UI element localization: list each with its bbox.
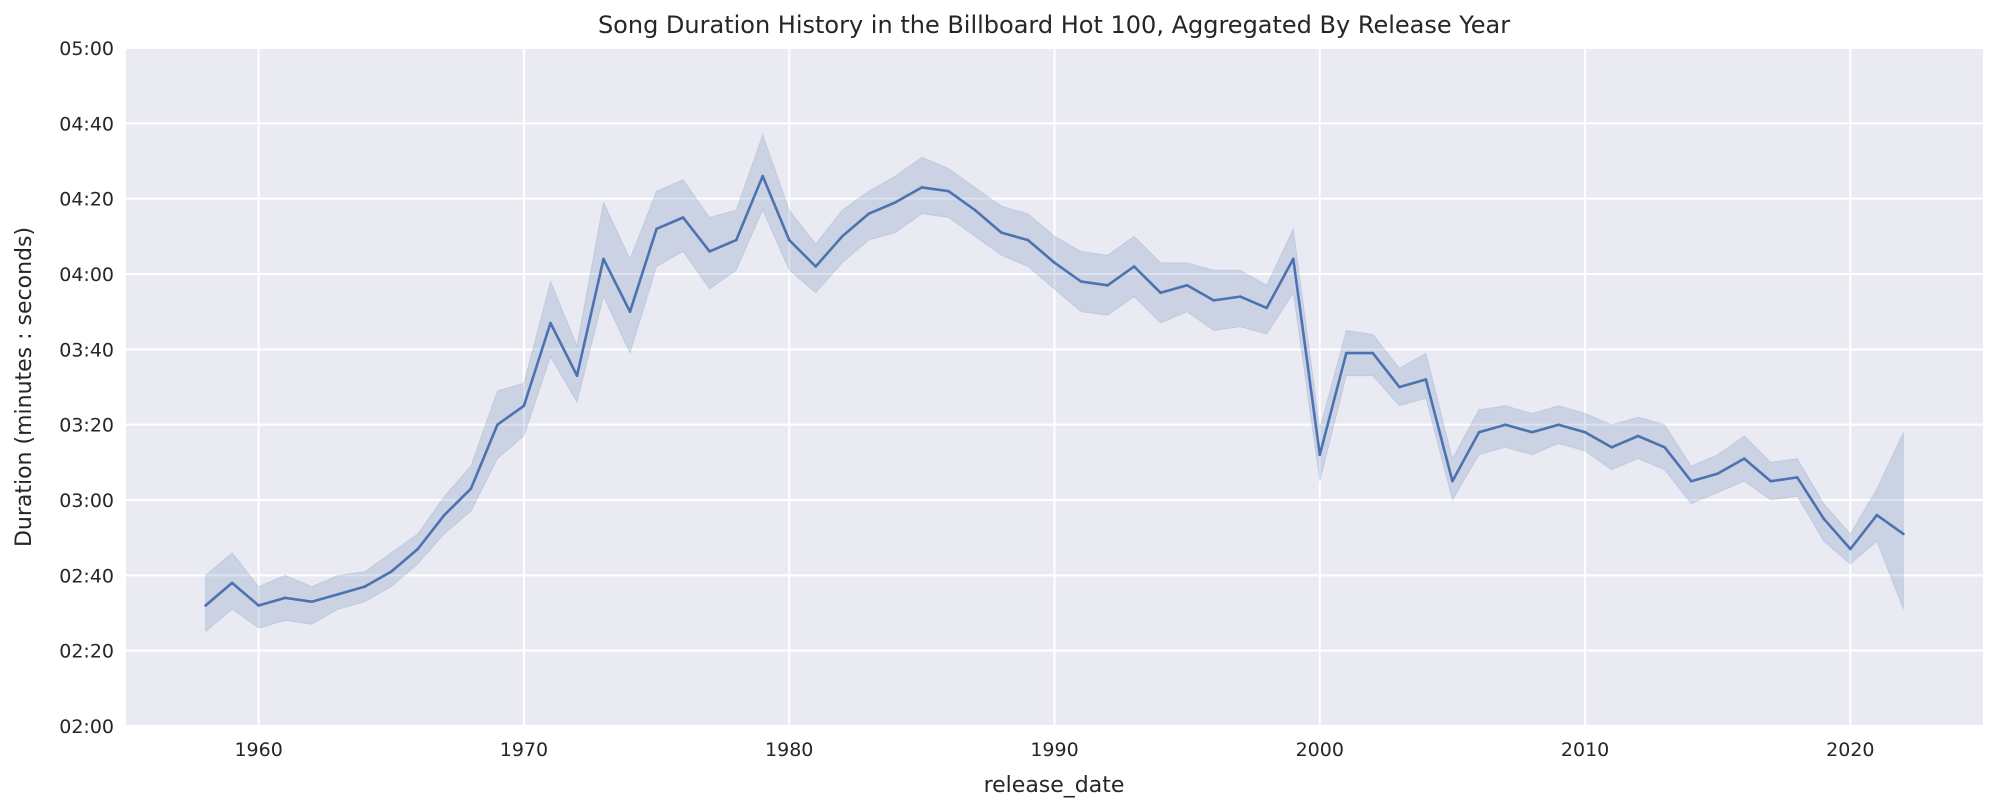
x-tick-label: 2020 bbox=[1826, 739, 1874, 761]
data-point bbox=[1636, 434, 1640, 438]
chart-title: Song Duration History in the Billboard H… bbox=[598, 11, 1510, 39]
data-point bbox=[310, 600, 314, 603]
y-axis-label: Duration (minutes : seconds) bbox=[12, 227, 37, 547]
data-point bbox=[1610, 446, 1613, 449]
data-point bbox=[1106, 284, 1109, 287]
data-point bbox=[1663, 446, 1666, 449]
data-point bbox=[1451, 479, 1454, 483]
data-point bbox=[1583, 430, 1587, 434]
data-point bbox=[708, 250, 711, 253]
data-point bbox=[947, 189, 950, 193]
data-point bbox=[469, 487, 473, 491]
data-point bbox=[575, 374, 579, 378]
data-point bbox=[1345, 351, 1348, 355]
y-tick-label: 04:20 bbox=[59, 189, 114, 211]
data-point bbox=[443, 513, 446, 517]
data-point bbox=[1796, 476, 1799, 479]
y-tick-label: 03:40 bbox=[59, 339, 114, 361]
data-point bbox=[1398, 385, 1401, 389]
data-point bbox=[1132, 265, 1136, 268]
data-point bbox=[628, 310, 632, 314]
y-tick-label: 03:00 bbox=[59, 490, 114, 512]
data-point bbox=[1053, 261, 1056, 265]
data-point bbox=[761, 174, 764, 178]
x-tick-label: 1990 bbox=[1030, 739, 1078, 761]
data-point bbox=[390, 570, 393, 573]
x-tick-label: 2000 bbox=[1296, 739, 1344, 761]
data-point bbox=[549, 321, 552, 325]
y-tick-label: 02:00 bbox=[59, 716, 114, 738]
data-point bbox=[1822, 517, 1826, 521]
y-tick-label: 04:00 bbox=[59, 264, 114, 286]
data-point bbox=[1185, 284, 1189, 287]
x-tick-label: 2010 bbox=[1561, 739, 1609, 761]
data-point bbox=[814, 265, 817, 268]
x-axis-ticks: 1960 1970 1980 1990 2000 2010 2020 bbox=[234, 739, 1874, 761]
data-point bbox=[1689, 479, 1693, 483]
data-point bbox=[1371, 351, 1375, 355]
data-point bbox=[257, 604, 260, 607]
data-point bbox=[681, 216, 685, 219]
data-point bbox=[1902, 532, 1905, 536]
y-tick-label: 03:20 bbox=[59, 415, 114, 437]
data-point bbox=[867, 212, 871, 215]
y-axis-ticks: 02:00 02:20 02:40 03:00 03:20 03:40 04:00 04:20… bbox=[59, 38, 114, 738]
data-point bbox=[602, 257, 605, 261]
x-axis-label: release_date bbox=[984, 773, 1125, 798]
data-point bbox=[1477, 430, 1481, 434]
data-point bbox=[734, 238, 738, 242]
data-point bbox=[1026, 238, 1030, 242]
x-tick-label: 1980 bbox=[765, 739, 813, 761]
data-point bbox=[1875, 513, 1879, 517]
data-point bbox=[1238, 295, 1242, 298]
data-point bbox=[1849, 547, 1852, 551]
data-point bbox=[1265, 306, 1268, 310]
data-point bbox=[1318, 453, 1322, 457]
data-point bbox=[1504, 423, 1507, 427]
x-tick-label: 1970 bbox=[500, 739, 548, 761]
y-tick-label: 02:40 bbox=[59, 565, 114, 587]
data-point bbox=[920, 186, 924, 189]
data-point bbox=[973, 208, 977, 212]
data-point bbox=[230, 581, 234, 585]
data-point bbox=[1000, 231, 1003, 234]
grid-lines bbox=[126, 47, 1983, 727]
data-point bbox=[1292, 257, 1295, 261]
data-point bbox=[336, 592, 340, 596]
data-point bbox=[894, 201, 897, 204]
data-point bbox=[1212, 299, 1215, 302]
data-point bbox=[1769, 479, 1773, 483]
data-point bbox=[787, 238, 791, 242]
data-point bbox=[416, 547, 420, 551]
data-point bbox=[1716, 472, 1719, 475]
data-point bbox=[204, 604, 207, 607]
data-point bbox=[1530, 430, 1534, 434]
data-point bbox=[1079, 280, 1083, 283]
data-point bbox=[1557, 423, 1560, 427]
data-point bbox=[283, 596, 287, 600]
confidence-band bbox=[205, 133, 1904, 633]
data-point bbox=[363, 585, 367, 588]
data-point bbox=[522, 404, 526, 408]
data-point bbox=[496, 423, 499, 427]
data-point bbox=[655, 227, 658, 231]
y-tick-label: 02:20 bbox=[59, 641, 114, 663]
data-point bbox=[1742, 457, 1746, 460]
x-tick-label: 1960 bbox=[234, 739, 282, 761]
data-points bbox=[204, 174, 1905, 607]
y-tick-label: 04:40 bbox=[59, 113, 114, 135]
data-point bbox=[1424, 378, 1428, 381]
y-tick-label: 05:00 bbox=[59, 38, 114, 60]
data-point bbox=[841, 235, 844, 238]
data-point bbox=[1159, 291, 1162, 295]
